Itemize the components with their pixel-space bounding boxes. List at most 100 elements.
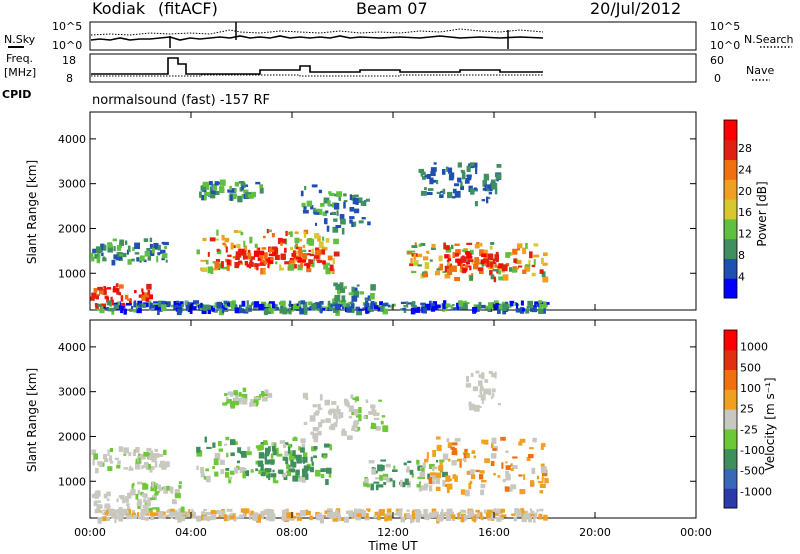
power-echo-cell [309,264,313,267]
power-echo-cell [469,275,474,281]
velocity-echo-cell [137,489,140,495]
velocity-echo-cell [150,497,156,501]
power-echo-cell [370,301,375,306]
velocity-colorbar-tick: -25 [740,423,758,436]
nave-tick-top: 60 [710,54,724,67]
power-echo-cell [470,162,475,167]
power-colorbar-tick: 20 [738,185,752,198]
power-echo-cell [96,295,99,300]
power-echo-cell [97,256,100,263]
power-echo-cell [321,307,326,311]
power-echo-cell [214,190,220,196]
velocity-colorbar-tick: -100 [740,444,765,457]
velocity-echo-cell [484,379,489,383]
velocity-echo-cell [237,447,242,453]
power-echo-cell [195,303,200,308]
velocity-echo-cell [93,453,98,460]
power-echo-cell [247,194,252,198]
velocity-echo-cell [154,448,159,452]
power-echo-cell [269,249,275,252]
velocity-echo-cell [150,450,154,458]
power-echo-cell [195,300,200,306]
velocity-echo-cell [479,470,485,474]
power-echo-cell [535,304,539,307]
power-echo-cell [101,292,105,295]
power-echo-cell [263,268,266,275]
velocity-echo-cell [147,497,153,501]
velocity-echo-cell [530,510,535,516]
velocity-echo-cell [163,486,167,491]
velocity-echo-cell [225,436,230,441]
power-echo-cell [106,307,110,310]
power-echo-cell [493,276,497,283]
power-echo-cell [139,259,142,263]
velocity-echo-cell [523,474,526,480]
power-echo-cell [309,254,315,257]
velocity-echo-cell [300,438,306,444]
velocity-echo-cell [217,441,222,447]
power-echo-cell [347,301,350,307]
velocity-echo-cell [182,510,186,515]
power-echo-cell [230,242,234,250]
power-echo-cell [225,301,228,309]
power-echo-cell [260,259,267,263]
power-echo-cell [490,179,496,185]
velocity-echo-cell [410,517,413,524]
power-echo-cell [127,259,132,265]
velocity-echo-cell [446,438,450,443]
velocity-echo-cell [382,476,388,480]
power-echo-cell [340,218,346,225]
power-echo-cell [127,298,131,302]
power-echo-cell [498,268,501,275]
velocity-echo-cell [389,478,393,482]
power-echo-cell [349,219,353,224]
velocity-echo-cell [143,499,148,503]
power-echo-cell [498,263,504,266]
velocity-colorbar-swatch [724,330,737,351]
velocity-echo-cell [102,516,107,521]
velocity-echo-cell [229,470,235,475]
velocity-echo-cell [260,464,264,471]
power-echo-cell [235,251,242,258]
power-echo-cell [468,259,474,263]
power-echo-cell [407,250,412,254]
power-echo-cell [261,247,267,250]
velocity-echo-cell [284,442,289,446]
velocity-echo-cell [336,405,339,410]
power-echo-cell [411,270,417,274]
velocity-echo-cell [364,513,369,519]
power-panel-frame [89,111,697,311]
velocity-echo-cell [196,515,202,522]
power-echo-cell [143,238,149,242]
power-echo-cell [290,231,293,238]
power-echo-cell [288,300,292,308]
power-echo-cell [466,258,470,264]
power-echo-cell [495,303,500,310]
nsearch-tick-top: 10^5 [710,20,740,33]
power-echo-cell [243,240,246,248]
power-echo-cell [292,250,296,258]
power-echo-cell [133,300,137,308]
velocity-echo-cell [442,471,448,478]
power-echo-cell [208,181,213,186]
velocity-echo-cell [95,500,101,503]
power-echo-cell [157,300,162,308]
power-echo-cell [157,252,161,256]
velocity-echo-cell [311,461,314,466]
velocity-echo-cell [212,465,215,470]
velocity-echo-cell [519,489,526,495]
velocity-echo-cell [107,449,110,456]
power-echo-cell [489,261,494,267]
velocity-echo-cell [244,470,250,477]
power-echo-cell [99,308,105,314]
velocity-echo-cell [367,509,371,512]
power-echo-cell [137,300,143,307]
power-echo-cell [120,308,124,314]
velocity-echo-cell [460,516,465,523]
velocity-echo-cell [471,516,475,522]
velocity-echo-cell [266,392,273,398]
velocity-echo-cell [346,435,353,440]
power-echo-cell [209,237,216,242]
velocity-colorbar-tick: 1000 [740,341,768,354]
power-echo-cell [229,185,233,191]
